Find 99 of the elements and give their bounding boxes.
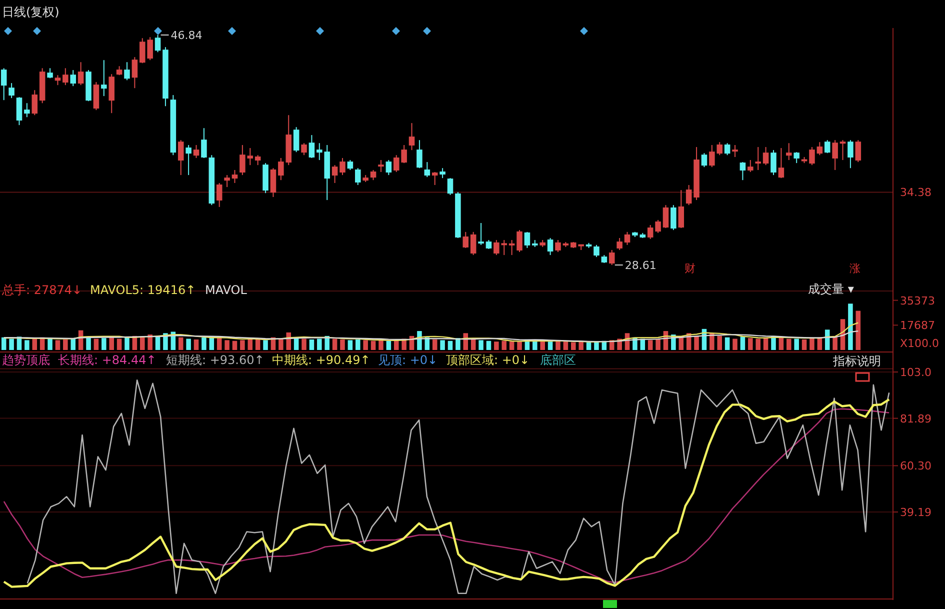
bar — [486, 340, 492, 350]
bar — [48, 338, 52, 350]
bar — [248, 338, 253, 350]
bar — [363, 340, 368, 350]
bar — [232, 340, 238, 350]
bar — [263, 340, 268, 350]
bar — [694, 336, 699, 350]
y-tick-label: 17687 — [900, 319, 935, 332]
annotation: MAVOL — [205, 283, 248, 297]
bar — [386, 340, 392, 350]
bar — [9, 338, 14, 350]
bar — [540, 342, 545, 350]
text: 中期线: +90.49↑ — [272, 353, 370, 367]
bar — [55, 340, 60, 350]
bar — [756, 338, 760, 350]
bar — [378, 340, 384, 350]
bar — [194, 339, 199, 350]
bar — [370, 340, 376, 350]
bar — [478, 340, 484, 350]
bar — [848, 304, 853, 350]
line-series — [3, 330, 859, 342]
bar — [332, 338, 338, 350]
bar — [748, 338, 753, 350]
bar — [656, 339, 660, 350]
bar — [509, 342, 514, 350]
bar — [571, 342, 576, 350]
annotation: MAVOL5: 19416↑ — [90, 283, 196, 297]
annotation: 财 — [684, 262, 696, 275]
y-tick-label: 103.0 — [900, 366, 932, 379]
bar — [63, 339, 68, 350]
bar — [786, 338, 792, 350]
text: 短期线: +93.60↑ — [166, 353, 264, 367]
bar — [440, 340, 445, 350]
annotation: 涨 — [850, 262, 860, 275]
bar — [548, 342, 553, 350]
bar — [517, 342, 522, 350]
bar — [648, 340, 653, 350]
bar — [717, 336, 722, 350]
bar — [224, 340, 230, 350]
bar — [70, 338, 76, 350]
chart-title: 日线(复权) — [2, 5, 60, 19]
line-series — [3, 322, 859, 342]
bar — [24, 340, 30, 350]
bar — [340, 339, 345, 350]
bar — [317, 338, 322, 350]
bar — [140, 337, 145, 350]
bar — [356, 339, 360, 350]
bar — [109, 337, 114, 350]
bar — [824, 330, 830, 350]
bar — [494, 342, 499, 350]
bar — [856, 310, 861, 350]
bar — [532, 340, 538, 350]
bar — [732, 338, 738, 350]
bar — [148, 334, 152, 350]
bar — [32, 338, 38, 350]
bar — [278, 338, 284, 350]
bar — [724, 337, 730, 350]
text: 趋势顶底 — [2, 353, 50, 367]
bar — [578, 342, 584, 350]
y-axis-title: X100.0 — [900, 337, 940, 350]
annotation: 总手: 27874↓ — [1, 283, 82, 297]
bar — [186, 338, 191, 350]
bar — [178, 337, 184, 350]
bar — [1, 337, 6, 350]
bar — [116, 338, 122, 350]
y-tick-label: 39.19 — [900, 506, 932, 520]
bar — [86, 337, 91, 350]
text: 长期线: +84.44↑ — [58, 353, 156, 367]
bar — [309, 339, 314, 350]
bar — [348, 340, 353, 350]
text: 见顶: +0↓ — [378, 353, 438, 367]
bar — [255, 339, 260, 350]
bar — [502, 340, 506, 350]
bar — [563, 342, 568, 350]
bar — [240, 340, 245, 350]
annotation: 成交量 ▾ — [808, 282, 854, 296]
text: 底部区 — [540, 353, 576, 367]
bar — [102, 338, 106, 350]
bar — [778, 337, 784, 350]
bar — [456, 338, 460, 350]
annotation: 46.84 — [170, 29, 202, 42]
bar — [202, 337, 206, 350]
bar — [740, 336, 746, 350]
text: 顶部区域: +0↓ — [446, 353, 530, 367]
bar — [802, 339, 807, 350]
y-tick-label: 35373 — [900, 294, 935, 308]
bar — [432, 339, 438, 350]
y-tick-label: 60.30 — [900, 460, 932, 473]
bar — [216, 338, 222, 350]
bar — [94, 338, 99, 350]
bar — [810, 338, 814, 350]
bar — [448, 340, 453, 350]
bar — [586, 342, 592, 350]
annotation: 28.61 — [624, 259, 656, 272]
bar — [302, 338, 306, 350]
text: 指标说明 — [832, 354, 881, 368]
ref-line-label: 34.38 — [900, 186, 932, 200]
bar — [794, 338, 799, 350]
y-tick-label: 81.89 — [900, 412, 932, 426]
